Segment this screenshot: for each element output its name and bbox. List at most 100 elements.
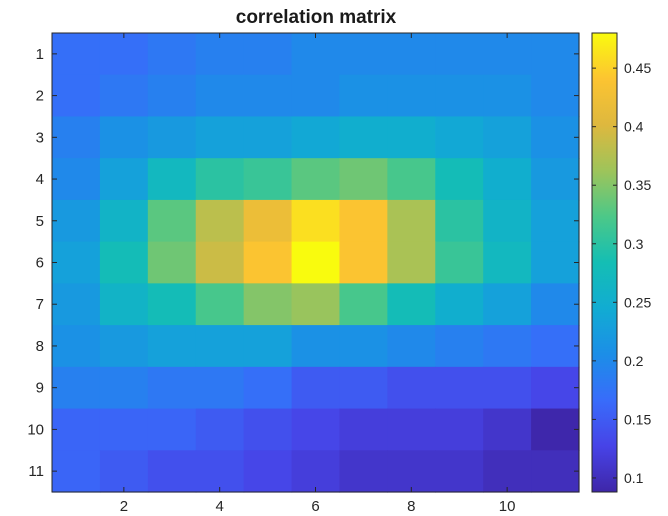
heatmap-cell: [339, 408, 388, 451]
heatmap-cell: [291, 366, 341, 410]
heatmap-cell: [531, 325, 580, 368]
heatmap-cell: [291, 74, 341, 118]
heatmap-cell: [243, 408, 293, 451]
heatmap-cell: [387, 366, 436, 410]
heatmap-cell: [483, 283, 532, 326]
heatmap-cell: [387, 450, 436, 493]
heatmap-cell: [387, 158, 436, 201]
heatmap-cell: [531, 366, 580, 410]
heatmap-cell: [99, 199, 149, 243]
heatmap-cell: [483, 74, 532, 118]
heatmap-cell: [147, 366, 197, 410]
heatmap-cell: [99, 241, 149, 284]
heatmap-cell: [435, 158, 484, 201]
heatmap-cell: [99, 33, 149, 76]
heatmap-cell: [243, 283, 293, 326]
heatmap-cell: [52, 33, 101, 76]
heatmap-cell: [99, 283, 149, 326]
heatmap-cell: [99, 366, 149, 410]
heatmap-cell: [339, 158, 388, 201]
heatmap-cell: [531, 408, 580, 451]
heatmap-cell: [483, 241, 532, 284]
x-tick-label: 2: [120, 498, 128, 515]
heatmap-cell: [435, 74, 484, 118]
heatmap-cell: [387, 116, 436, 159]
heatmap-cell: [339, 199, 388, 243]
heatmap-cell: [195, 158, 245, 201]
heatmap-cell: [52, 325, 101, 368]
heatmap-cell: [99, 450, 149, 493]
heatmap-cell: [483, 325, 532, 368]
heatmap-cell: [52, 241, 101, 284]
heatmap-cell: [339, 325, 388, 368]
plot-area-frame: [51, 32, 580, 493]
heatmap-cell: [387, 74, 436, 118]
heatmap-cell: [291, 325, 341, 368]
heatmap-cell: [483, 366, 532, 410]
heatmap-cell: [435, 366, 484, 410]
chart-title: correlation matrix: [236, 7, 397, 28]
colorbar-tick-label: 0.15: [624, 411, 651, 427]
heatmap-cell: [52, 158, 101, 201]
y-axis-ticks: 1 2 3 4 5 6 7 8 9 10 11: [27, 46, 579, 480]
colorbar-tick-label: 0.45: [624, 60, 651, 76]
colorbar: [591, 32, 618, 493]
heatmap-cell: [387, 408, 436, 451]
colorbar-tick-label: 0.25: [624, 294, 651, 310]
heatmap-cell: [483, 450, 532, 493]
heatmap-cell: [243, 74, 293, 118]
colorbar-tick-label: 0.2: [624, 353, 644, 369]
heatmap-cell: [243, 325, 293, 368]
colorbar-tick-label: 0.1: [624, 470, 644, 486]
heatmap-cell: [243, 199, 293, 243]
y-tick-label: 7: [36, 296, 44, 313]
heatmap-cell: [531, 33, 580, 76]
y-tick-label: 4: [36, 171, 44, 188]
heatmap-cell: [291, 116, 341, 159]
heatmap-cell: [531, 116, 580, 159]
x-tick-label: 6: [311, 498, 319, 515]
heatmap-cell: [387, 283, 436, 326]
heatmap-cell: [195, 199, 245, 243]
y-tick-label: 2: [36, 88, 44, 105]
heatmap-cell: [291, 450, 341, 493]
heatmap-cell: [195, 241, 245, 284]
heatmap-cell: [387, 33, 436, 76]
heatmap-cell: [435, 33, 484, 76]
heatmap-cell: [52, 199, 101, 243]
heatmap-cell: [291, 408, 341, 451]
heatmap-cell: [52, 116, 101, 159]
heatmap-cell: [291, 158, 341, 201]
heatmap-cell: [147, 408, 197, 451]
heatmap-cell: [99, 408, 149, 451]
heatmap-cell: [147, 283, 197, 326]
heatmap-cell: [435, 241, 484, 284]
heatmap-cell: [99, 158, 149, 201]
heatmap-cell: [339, 74, 388, 118]
heatmap-cell: [531, 450, 580, 493]
heatmap-cell: [52, 450, 101, 493]
y-tick-label: 5: [36, 213, 44, 230]
heatmap-cell: [435, 408, 484, 451]
heatmap-cell: [531, 241, 580, 284]
heatmap-cell: [195, 325, 245, 368]
heatmap-cells: [52, 33, 580, 493]
heatmap-cell: [243, 33, 293, 76]
heatmap-cell: [387, 199, 436, 243]
heatmap-cell: [99, 116, 149, 159]
heatmap-cell: [531, 283, 580, 326]
heatmap-cell: [387, 325, 436, 368]
heatmap-cell: [435, 283, 484, 326]
heatmap-cell: [195, 283, 245, 326]
heatmap-cell: [291, 33, 341, 76]
heatmap-cell: [195, 33, 245, 76]
heatmap-cell: [531, 158, 580, 201]
heatmap-cell: [483, 408, 532, 451]
y-tick-label: 8: [36, 338, 44, 355]
colorbar-tick-label: 0.3: [624, 236, 644, 252]
colorbar-tick-label: 0.35: [624, 177, 651, 193]
heatmap-cell: [339, 366, 388, 410]
heatmap-cell: [243, 450, 293, 493]
colorbar-tick-label: 0.4: [624, 119, 644, 135]
